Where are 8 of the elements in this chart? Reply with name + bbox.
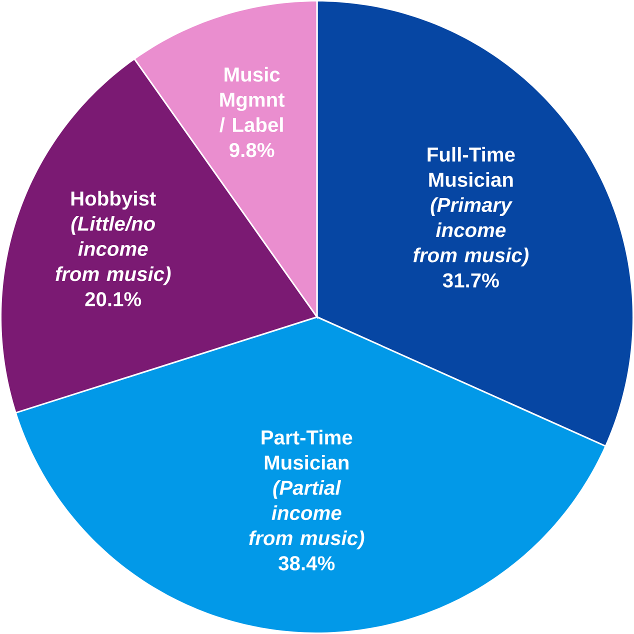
data-label: 9.8% — [230, 142, 274, 158]
slice-label: Hobbyist (Little/no income from music) — [56, 190, 171, 286]
slice-label: Part-Time Musician (Partial income from music) — [249, 430, 364, 550]
data-label: 31.7% — [442, 273, 499, 288]
data-label: 20.1% — [85, 292, 142, 306]
slice-label: Music Mgmnt / Label — [220, 66, 285, 132]
data-label: 38.4% — [278, 556, 335, 570]
slice-label: Full-Time Musician (Primary income from music) — [413, 146, 528, 266]
